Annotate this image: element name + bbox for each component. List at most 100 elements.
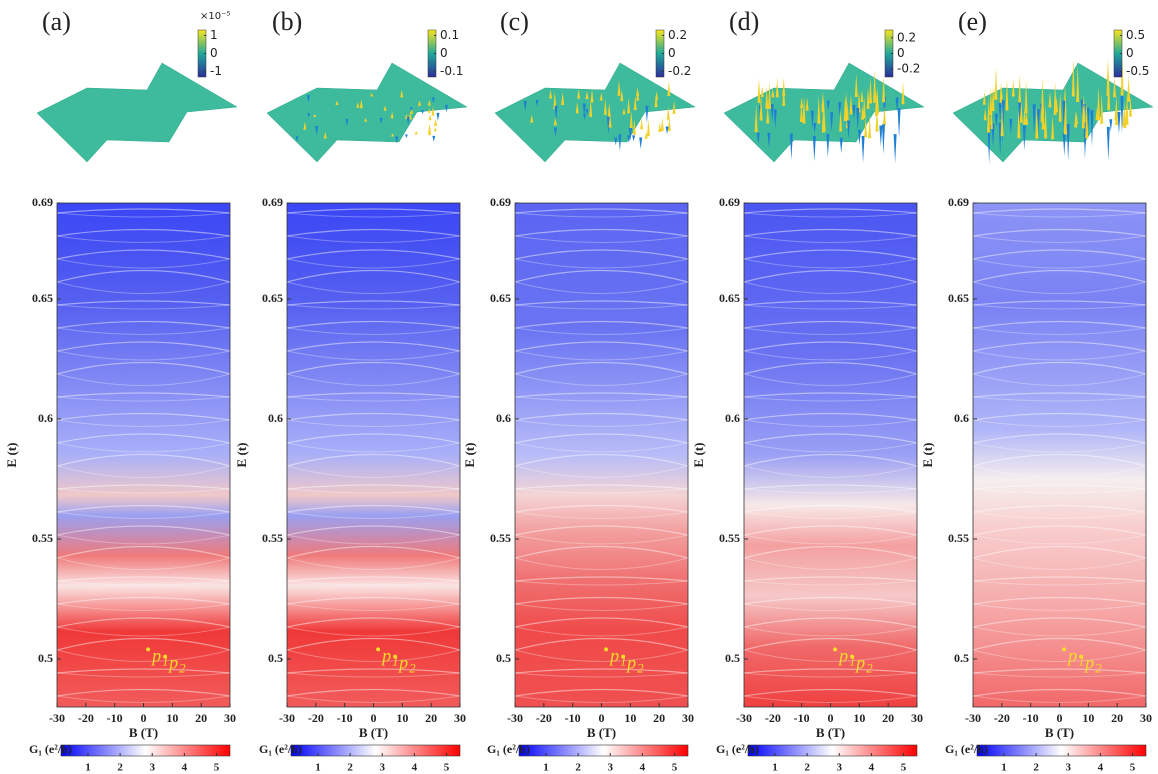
spike	[805, 97, 809, 111]
x-tick-label: 10	[166, 711, 178, 725]
band-curve	[743, 228, 918, 237]
band-curve	[56, 504, 231, 513]
colorbar-tick-label: 1	[85, 762, 91, 774]
band-curve	[514, 626, 689, 637]
band-curve	[972, 327, 1147, 335]
band-curve	[743, 695, 918, 703]
spike	[1011, 80, 1015, 97]
band-curve	[743, 603, 918, 611]
band-curve	[286, 269, 461, 283]
spike	[802, 96, 806, 124]
band-curve	[56, 433, 231, 444]
spike	[759, 95, 763, 121]
band-curve	[972, 580, 1147, 586]
band-curve	[514, 341, 689, 352]
colorbar-tick-label: 5	[444, 762, 450, 774]
y-tick-label: 0.69	[262, 195, 283, 209]
inset-colorbar-tick-label: -0.2	[897, 62, 920, 76]
spike	[1035, 106, 1039, 139]
spike	[1086, 107, 1090, 132]
band-curve	[286, 545, 461, 559]
band-curve	[514, 361, 689, 375]
band-curve	[743, 504, 918, 513]
band-curve	[743, 212, 918, 218]
band-curve	[972, 626, 1147, 637]
band-curve	[286, 258, 461, 269]
band-curve	[286, 453, 461, 467]
spike	[433, 127, 437, 132]
spike	[1009, 118, 1013, 134]
band-curve	[56, 320, 231, 329]
spike	[849, 93, 853, 115]
band-curve	[514, 300, 689, 306]
band-curve	[286, 668, 461, 674]
spike	[370, 92, 374, 97]
band-curve	[56, 484, 231, 490]
band-curve	[514, 396, 689, 402]
panel-label: (d)	[729, 7, 759, 36]
spike	[646, 119, 650, 137]
band-curve	[56, 392, 231, 398]
x-tick-label: 0	[599, 711, 605, 725]
band-curve	[514, 269, 689, 283]
band-curve	[514, 576, 689, 582]
colorbar	[290, 744, 461, 757]
band-curve	[743, 668, 918, 674]
spike	[821, 102, 825, 133]
inset-colorbar-tick-label: 0	[1126, 46, 1134, 60]
spike	[989, 106, 993, 129]
spike	[589, 99, 593, 117]
band-curve	[56, 695, 231, 703]
spike	[838, 102, 842, 116]
spike	[868, 77, 872, 104]
y-tick-label: 0.55	[719, 531, 740, 545]
heatmap	[57, 203, 230, 707]
spike	[874, 90, 878, 117]
y-tick-label: 0.6	[496, 411, 511, 425]
band-curve	[972, 249, 1147, 260]
band-curve	[972, 596, 1147, 605]
band-curve	[743, 235, 918, 243]
spike	[856, 107, 860, 132]
x-tick-label: -10	[794, 711, 810, 725]
colorbar-tick-label: 1	[1001, 762, 1007, 774]
band-curve	[514, 258, 689, 269]
x-tick-label: 0	[371, 711, 377, 725]
x-tick-label: 20	[1111, 711, 1123, 725]
band-curve	[56, 580, 231, 586]
inset-colorbar-tick-label: 0	[897, 46, 905, 60]
x-tick-label: 30	[682, 711, 694, 725]
spike	[989, 86, 993, 115]
point	[146, 647, 151, 652]
colorbar-label: G₁ (e²/h)	[945, 742, 988, 756]
spike	[1001, 100, 1005, 124]
spike	[767, 132, 771, 148]
point-subscript: 1	[1078, 653, 1085, 668]
band-curve	[743, 258, 918, 269]
spike	[800, 97, 804, 109]
band-curve	[972, 672, 1147, 678]
band-curve	[972, 453, 1147, 467]
spike	[1036, 109, 1040, 133]
colorbar-tick-label: 5	[901, 762, 907, 774]
inset-colorbar-tick-label: 0	[440, 46, 448, 60]
band-curve	[514, 637, 689, 651]
band-curve	[972, 511, 1147, 519]
band-curve	[514, 557, 689, 570]
point	[1062, 647, 1067, 652]
spike	[436, 112, 440, 121]
spike	[782, 77, 786, 97]
colorbar-tick-label: 3	[1065, 762, 1071, 774]
spike	[826, 100, 830, 111]
colorbar-label: G₁ (e²/h)	[716, 742, 759, 756]
spike	[1005, 78, 1009, 111]
inset-colorbar-tick-label: -1	[210, 64, 222, 78]
band-curve	[514, 373, 689, 386]
spike	[409, 107, 413, 111]
band-curve	[743, 576, 918, 582]
x-tick-label: -20	[994, 711, 1010, 725]
spike	[618, 134, 622, 152]
spike	[1109, 119, 1113, 132]
band-curve	[743, 304, 918, 310]
colorbar	[976, 744, 1147, 757]
